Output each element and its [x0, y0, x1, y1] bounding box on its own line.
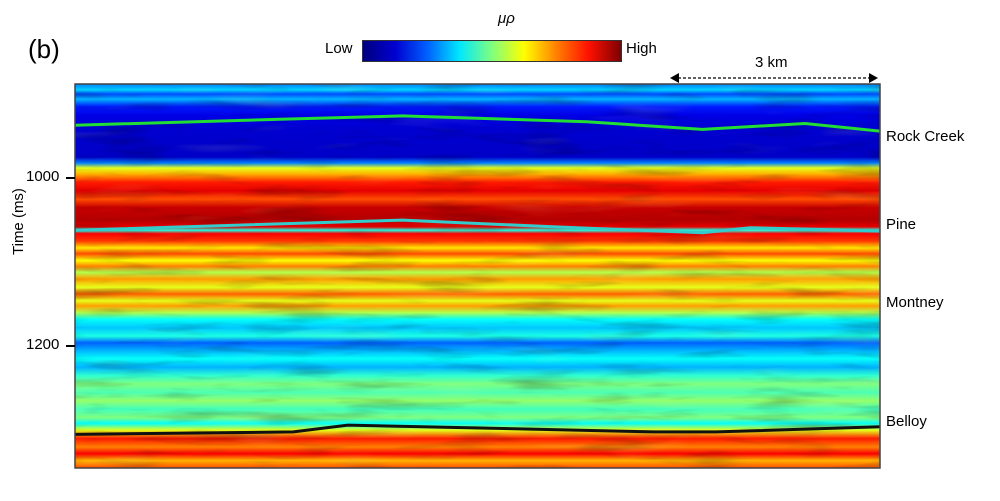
scale-bar: [670, 73, 878, 83]
horizon-label-montney: Montney: [886, 294, 944, 311]
horizon-rock-creek: [75, 114, 880, 133]
horizon-belloy: [75, 423, 880, 436]
panel-label: (b): [28, 34, 60, 64]
horizon-label-belloy: Belloy: [886, 413, 927, 430]
arrow-left-icon: [670, 73, 679, 83]
colorbar-low-label: Low: [325, 40, 353, 57]
y-tick-label: 1000: [26, 168, 60, 185]
horizon-pine: [75, 218, 880, 235]
horizon-label-pine: Pine: [886, 216, 917, 233]
plot-frame: [74, 83, 881, 469]
colorbar-title: μρ: [498, 10, 515, 27]
colorbar-high-label: High: [626, 40, 657, 57]
colorbar: [362, 40, 622, 62]
arrow-right-icon: [869, 73, 878, 83]
horizon-label-rock-creek: Rock Creek: [886, 128, 965, 145]
y-tick-label: 1200: [26, 336, 60, 353]
texture-light: [75, 84, 880, 468]
scale-bar-label: 3 km: [755, 54, 788, 71]
